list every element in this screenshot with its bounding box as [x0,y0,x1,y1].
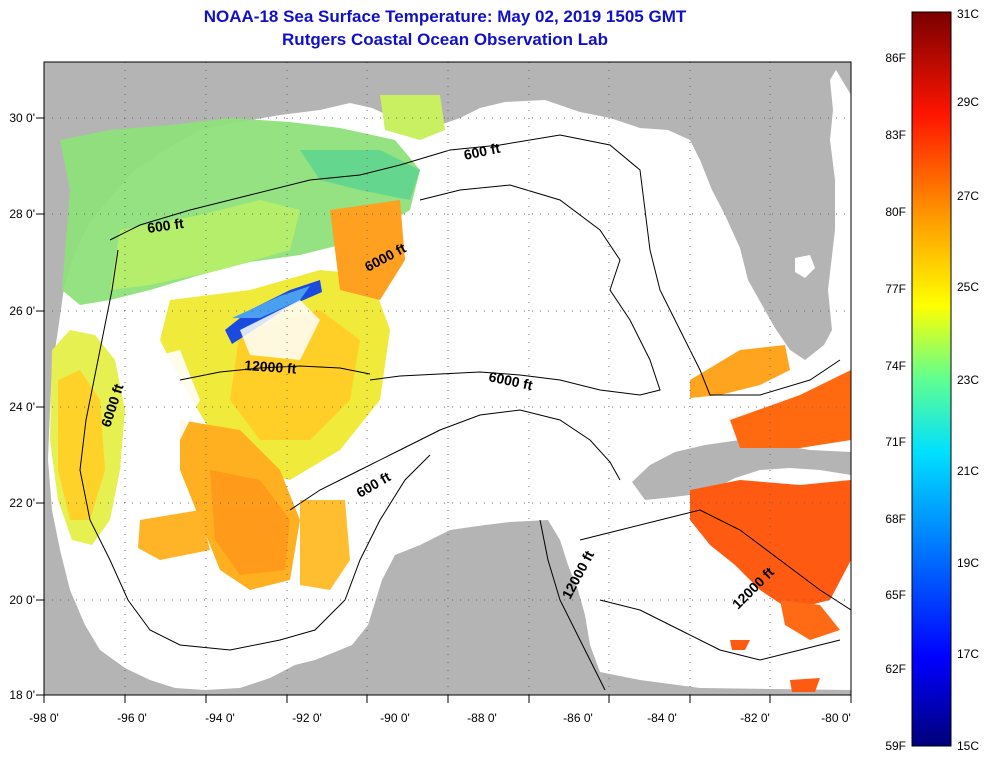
contour-600ft-north [109,134,841,396]
contour-yucatan-shelf [539,519,606,691]
colorbar-fahrenheit-labels: 86F 83F 80F 77F 74F 71F 68F 65F 62F 59F [885,51,906,753]
contour-label-600-north: 600 ft [462,140,501,163]
fahrenheit-label: 83F [885,128,906,142]
sst-data-layer [50,95,851,692]
lat-label: 18 0' [9,688,35,702]
lon-label: -92 0' [292,711,322,725]
lat-label: 28 0' [9,207,35,221]
contour-cuba-deep [579,509,851,611]
contour-600ft-south [289,409,621,511]
graticule [44,62,851,695]
bathymetry-contours [79,134,851,691]
lon-label: -82 0' [740,711,770,725]
contour-label-12000-central: 12000 ft [244,357,297,377]
land-us-coast [44,62,851,695]
latitude-labels: 30 0' 28 0' 26 0' 24 0' 22 0' 20 0' 18 0… [9,111,35,702]
contour-12000ft [179,365,371,381]
fahrenheit-label: 74F [885,359,906,373]
lon-label: -98 0' [29,711,59,725]
celsius-label: 29C [957,95,979,109]
fahrenheit-label: 77F [885,282,906,296]
celsius-label: 31C [957,7,979,21]
contour-6000ft-west [79,249,431,651]
fahrenheit-label: 62F [885,662,906,676]
longitude-labels: -98 0' -96 0' -94 0' -92 0' -90 0' -88 0… [29,711,851,725]
celsius-label: 19C [957,556,979,570]
lat-label: 26 0' [9,304,35,318]
lon-label: -94 0' [205,711,235,725]
celsius-label: 23C [957,373,979,387]
fahrenheit-label: 80F [885,205,906,219]
fahrenheit-label: 65F [885,588,906,602]
land-yucatan-south [600,672,851,695]
lon-label: -84 0' [647,711,677,725]
lon-label: -80 0' [821,711,851,725]
celsius-label: 25C [957,280,979,294]
fahrenheit-label: 86F [885,51,906,65]
temperature-colorbar [911,11,952,747]
axis-ticks [36,117,852,703]
lake-okeechobee [795,255,815,278]
lat-label: 22 0' [9,496,35,510]
lat-label: 20 0' [9,593,35,607]
lon-label: -90 0' [380,711,410,725]
celsius-label: 15C [957,739,979,753]
contour-cuba-deep2 [599,599,841,661]
contour-label-600-west: 600 ft [146,215,185,236]
lon-label: -96 0' [117,711,147,725]
lat-label: 30 0' [9,111,35,125]
map-title: NOAA-18 Sea Surface Temperature: May 02,… [203,7,687,26]
lon-label: -88 0' [467,711,497,725]
lat-label: 24 0' [9,400,35,414]
fahrenheit-label: 68F [885,512,906,526]
celsius-label: 27C [957,189,979,203]
contour-6000ft-central [369,184,661,396]
map-subtitle: Rutgers Coastal Ocean Observation Lab [282,30,608,49]
colorbar-celsius-labels: 31C 29C 27C 25C 23C 21C 19C 17C 15C [957,7,979,753]
celsius-label: 21C [957,464,979,478]
celsius-label: 17C [957,647,979,661]
land-cuba [632,440,851,500]
fahrenheit-label: 71F [885,435,906,449]
lon-label: -86 0' [563,711,593,725]
fahrenheit-label: 59F [885,739,906,753]
